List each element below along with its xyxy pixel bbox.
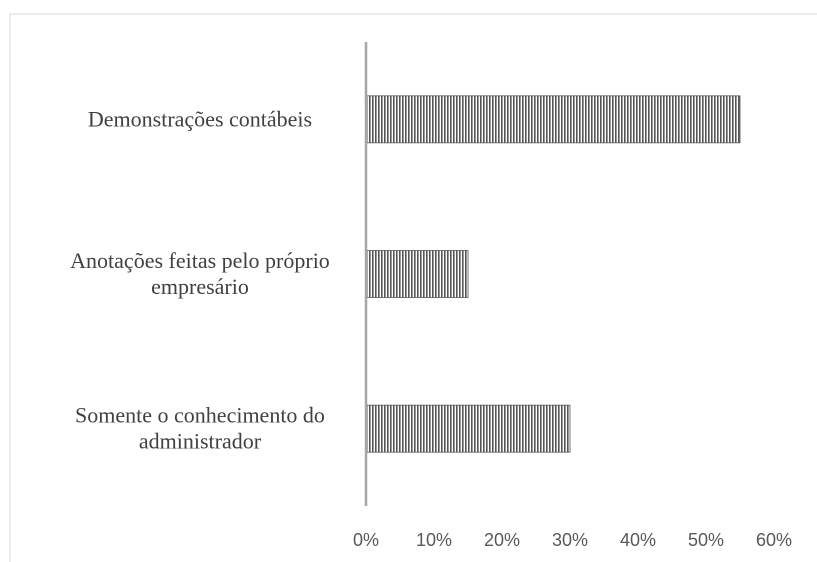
x-tick-label-5: 40% bbox=[620, 530, 656, 550]
x-tick-label-4: 30% bbox=[552, 530, 588, 550]
x-tick-labels-group: 0% 10% 20% 30% 40% 50% 60% bbox=[353, 530, 792, 550]
x-tick-label-7: 60% bbox=[756, 530, 792, 550]
bar-2 bbox=[365, 250, 469, 298]
bar-3 bbox=[365, 404, 571, 453]
x-tick-label-3: 20% bbox=[484, 530, 520, 550]
bars-group bbox=[365, 95, 741, 453]
category-labels-group: Demonstrações contábeis Anotações feitas … bbox=[70, 106, 330, 453]
bar-1 bbox=[365, 95, 741, 144]
x-tick-label-6: 50% bbox=[688, 530, 724, 550]
category-label-1: Demonstrações contábeis bbox=[88, 106, 312, 131]
category-label-2: Anotações feitas pelo próprio empresário bbox=[70, 248, 330, 299]
x-tick-label-2: 10% bbox=[416, 530, 452, 550]
x-tick-label-1: 0% bbox=[353, 530, 379, 550]
category-label-3: Somente o conhecimento do administrador bbox=[75, 403, 325, 454]
